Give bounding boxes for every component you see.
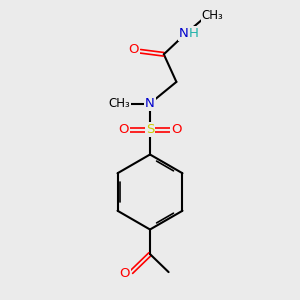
Text: N: N: [179, 27, 188, 40]
Text: CH₃: CH₃: [108, 97, 130, 110]
Text: O: O: [171, 123, 182, 136]
Text: N: N: [145, 97, 155, 110]
Text: O: O: [119, 267, 130, 280]
Text: CH₃: CH₃: [202, 9, 223, 22]
Text: O: O: [118, 123, 129, 136]
Text: H: H: [189, 27, 199, 40]
Text: O: O: [128, 43, 139, 56]
Text: S: S: [146, 123, 154, 136]
